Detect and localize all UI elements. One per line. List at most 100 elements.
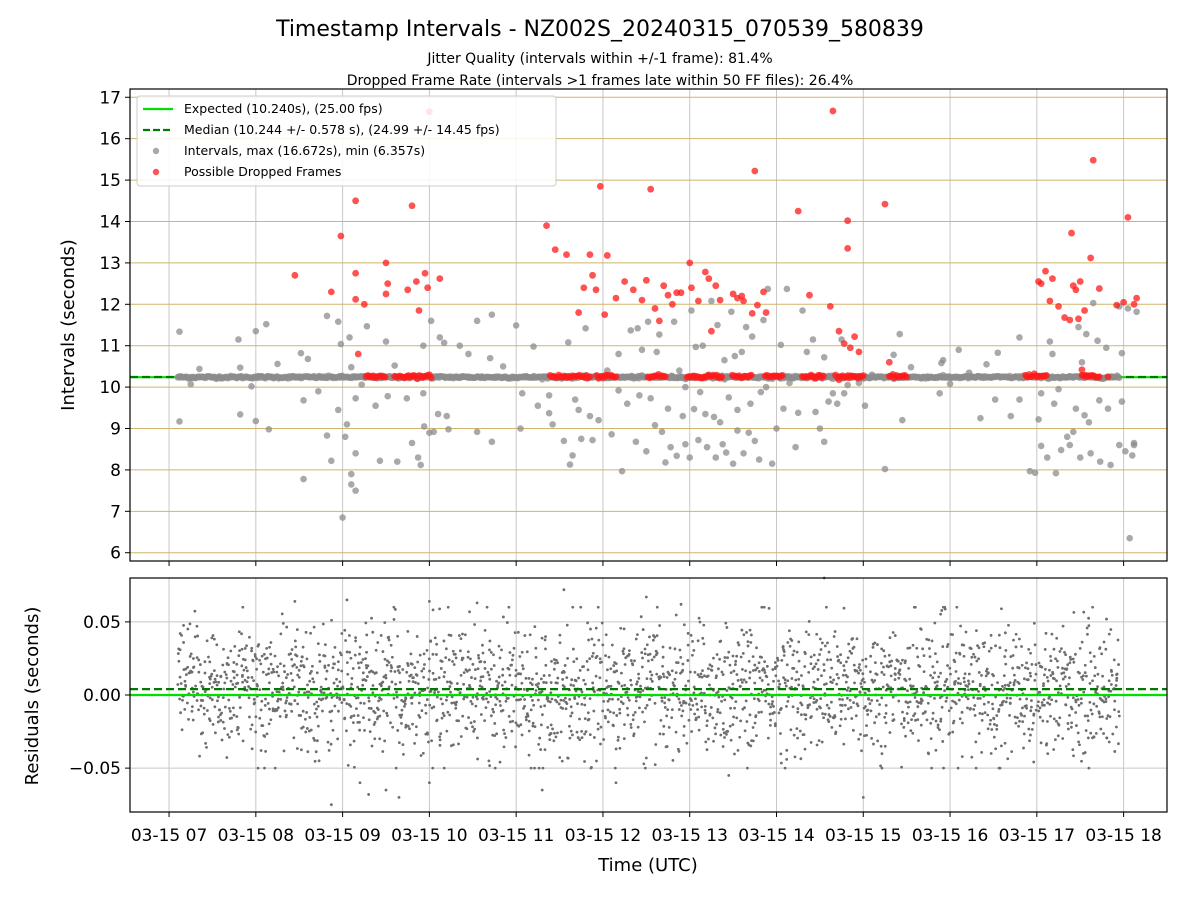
interval-point xyxy=(731,352,739,360)
interval-point xyxy=(196,365,203,373)
residual-point xyxy=(181,698,184,702)
residual-point xyxy=(367,793,371,796)
residual-point xyxy=(973,655,977,659)
dropped-point xyxy=(1120,298,1128,306)
residual-point xyxy=(350,677,354,680)
interval-point xyxy=(304,355,312,363)
residual-point xyxy=(560,759,564,763)
residual-point xyxy=(842,664,846,668)
residual-point xyxy=(1066,663,1070,667)
residual-point xyxy=(184,667,188,671)
residual-point xyxy=(880,670,884,674)
residual-point xyxy=(1043,667,1047,671)
residual-point xyxy=(371,684,375,687)
interval-point xyxy=(595,416,602,424)
residual-point xyxy=(308,679,312,683)
residual-point xyxy=(409,673,413,677)
residual-point xyxy=(1056,691,1060,695)
residual-point xyxy=(415,673,419,677)
residual-point xyxy=(521,667,525,671)
residual-point xyxy=(377,699,381,703)
residual-point xyxy=(225,756,229,759)
residual-point xyxy=(894,673,897,676)
residual-point xyxy=(203,660,207,664)
residual-point xyxy=(595,759,598,763)
residual-point xyxy=(381,680,385,684)
residual-point xyxy=(618,711,622,715)
residual-point xyxy=(746,640,750,644)
residual-point xyxy=(541,766,545,770)
residual-point xyxy=(554,735,558,739)
residual-point xyxy=(627,653,631,657)
interval-point xyxy=(925,374,932,382)
residual-point xyxy=(701,636,705,640)
residual-point xyxy=(810,715,813,718)
residual-point xyxy=(867,697,870,700)
residual-point xyxy=(232,670,236,674)
interval-point xyxy=(334,318,342,325)
residual-point xyxy=(770,702,774,706)
interval-point xyxy=(363,322,371,330)
residual-point xyxy=(425,698,429,701)
residual-point xyxy=(828,675,832,679)
residual-point xyxy=(422,652,426,656)
residual-point xyxy=(1040,665,1044,669)
residual-point xyxy=(732,715,735,719)
dropped-point xyxy=(712,282,720,290)
residual-point xyxy=(1003,687,1007,690)
residual-point xyxy=(442,766,446,770)
residual-point xyxy=(633,659,636,663)
residual-point xyxy=(1012,681,1016,685)
residual-point xyxy=(954,702,958,706)
residual-point xyxy=(321,697,325,701)
residual-point xyxy=(318,660,322,663)
residual-point xyxy=(245,669,249,673)
residual-point xyxy=(466,655,470,659)
residual-point xyxy=(559,698,563,702)
dropped-point xyxy=(662,373,669,381)
residual-point xyxy=(783,681,787,685)
residual-point xyxy=(457,634,461,637)
residual-point xyxy=(939,719,943,723)
residual-point xyxy=(426,686,430,690)
residual-point xyxy=(333,662,336,666)
residual-point xyxy=(951,633,955,637)
residual-point xyxy=(292,685,296,689)
dropped-point xyxy=(779,372,786,379)
residual-point xyxy=(795,650,799,654)
residual-point xyxy=(410,695,414,699)
residual-point xyxy=(220,711,224,715)
residual-point xyxy=(744,669,747,673)
residual-point xyxy=(744,699,748,703)
residual-point xyxy=(1061,677,1065,681)
residual-point xyxy=(871,646,875,649)
residual-point xyxy=(598,676,602,680)
residual-point xyxy=(317,697,321,701)
residual-point xyxy=(553,731,556,735)
residual-point xyxy=(465,669,469,673)
residual-point xyxy=(266,702,270,705)
residual-point xyxy=(440,716,444,720)
residual-point xyxy=(846,675,849,679)
residual-point xyxy=(1074,700,1078,704)
residual-point xyxy=(710,669,714,672)
interval-point xyxy=(708,297,715,305)
residual-point xyxy=(767,702,771,706)
residual-point xyxy=(371,630,375,634)
interval-point xyxy=(376,457,384,465)
residual-point xyxy=(524,718,528,722)
residual-point xyxy=(978,684,982,687)
residual-point xyxy=(306,750,310,754)
residual-point xyxy=(927,638,931,642)
residual-point xyxy=(260,654,264,658)
residual-point xyxy=(236,681,240,685)
residual-point xyxy=(438,743,442,747)
residual-point xyxy=(570,711,574,715)
residual-point xyxy=(309,728,313,732)
residual-point xyxy=(702,623,706,627)
residual-point xyxy=(559,730,563,734)
residual-point xyxy=(303,717,307,721)
residual-point xyxy=(1008,681,1012,685)
residual-point xyxy=(839,717,843,721)
residual-point xyxy=(308,716,312,719)
